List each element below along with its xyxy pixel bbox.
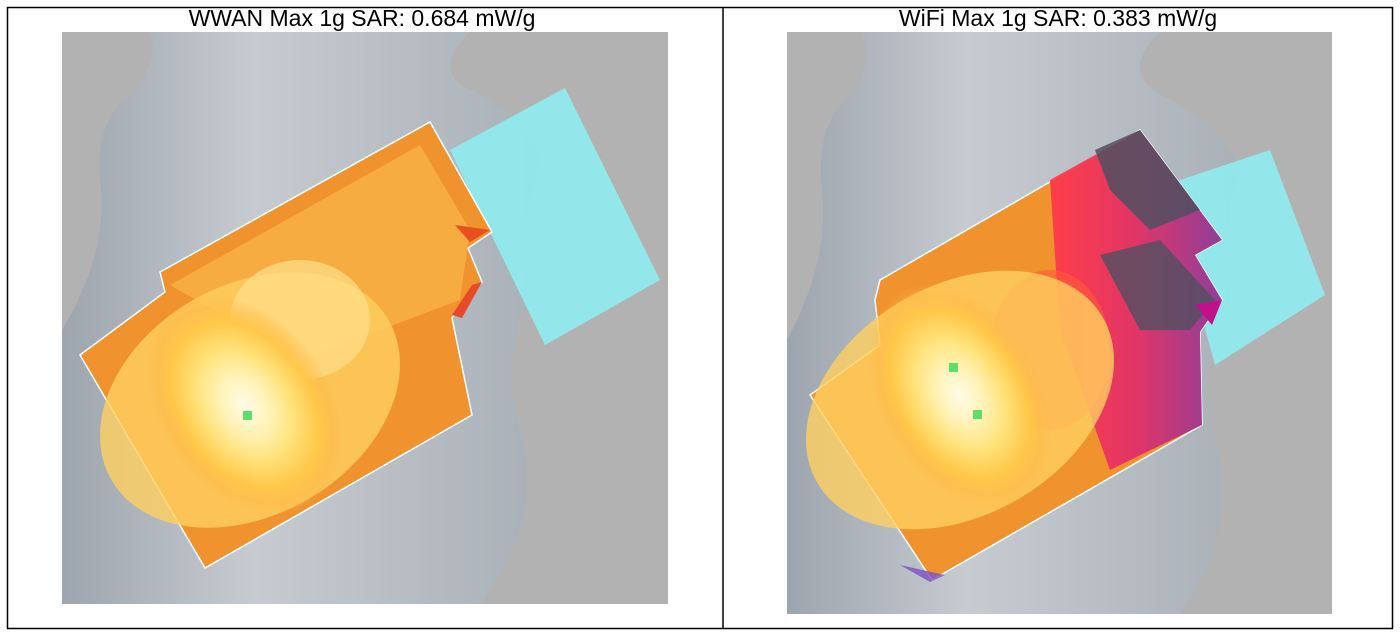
table-border (6, 6, 1394, 630)
cell-caption: WWAN Max 1g SAR: 0.684 mW/g (189, 5, 536, 31)
sar-image-wifi (787, 32, 1332, 614)
sar-image-wwan (62, 32, 668, 604)
cell-caption: WiFi Max 1g SAR: 0.383 mW/g (899, 5, 1217, 31)
